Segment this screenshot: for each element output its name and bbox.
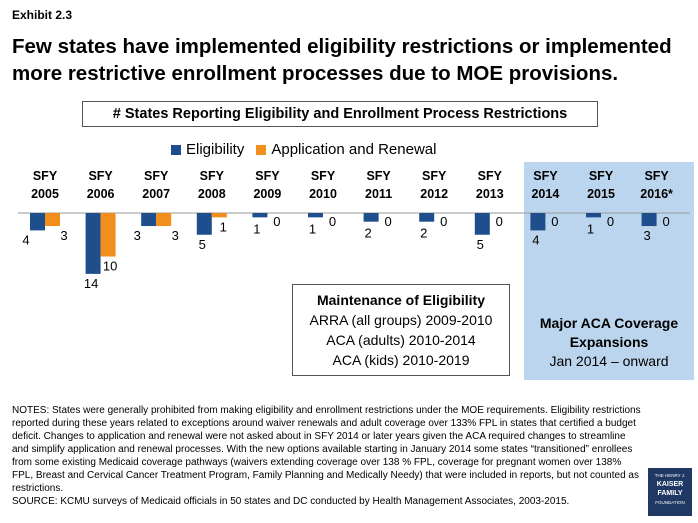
kff-logo: THE HENRY J. KAISER FAMILY FOUNDATION bbox=[648, 468, 692, 516]
category-label-sfy: SFY bbox=[644, 169, 669, 183]
data-label-application-renewal: 0 bbox=[384, 214, 391, 229]
logo-line-0: THE HENRY J. bbox=[654, 473, 686, 478]
category-label-year: 2007 bbox=[142, 187, 170, 201]
notes-text: NOTES: States were generally prohibited … bbox=[12, 405, 641, 494]
bar-eligibility bbox=[30, 213, 45, 231]
category-label-sfy: SFY bbox=[88, 169, 113, 183]
data-label-application-renewal: 0 bbox=[551, 214, 558, 229]
legend-item-eligibility: Eligibility bbox=[171, 141, 244, 158]
chart-title: # States Reporting Eligibility and Enrol… bbox=[82, 101, 598, 127]
data-label-eligibility: 14 bbox=[84, 276, 98, 291]
aca-box: Major ACA Coverage Expansions Jan 2014 –… bbox=[524, 314, 694, 371]
data-label-eligibility: 3 bbox=[643, 228, 650, 243]
category-label-year: 2016* bbox=[640, 187, 673, 201]
data-label-eligibility: 1 bbox=[253, 221, 260, 236]
data-label-eligibility: 3 bbox=[134, 228, 141, 243]
data-label-eligibility: 2 bbox=[364, 226, 371, 241]
headline: Few states have implemented eligibility … bbox=[12, 33, 692, 87]
exhibit-label: Exhibit 2.3 bbox=[12, 8, 73, 22]
category-label-sfy: SFY bbox=[144, 169, 169, 183]
data-label-eligibility: 1 bbox=[587, 221, 594, 236]
bar-eligibility bbox=[586, 213, 601, 218]
aca-title-line-1: Major ACA Coverage bbox=[539, 315, 679, 331]
category-label-sfy: SFY bbox=[478, 169, 503, 183]
category-label-year: 2013 bbox=[476, 187, 504, 201]
moe-line-3: ACA (kids) 2010-2019 bbox=[332, 352, 470, 368]
moe-line-2: ACA (adults) 2010-2014 bbox=[326, 332, 476, 348]
category-label-year: 2005 bbox=[31, 187, 59, 201]
moe-title: Maintenance of Eligibility bbox=[316, 292, 486, 308]
bar-eligibility bbox=[196, 213, 212, 235]
data-label-application-renewal: 1 bbox=[220, 219, 227, 234]
data-label-application-renewal: 3 bbox=[172, 228, 179, 243]
data-label-eligibility: 4 bbox=[22, 232, 29, 247]
category-label-sfy: SFY bbox=[533, 169, 558, 183]
data-label-eligibility: 4 bbox=[532, 232, 539, 247]
data-label-eligibility: 2 bbox=[420, 226, 427, 241]
bar-application-renewal bbox=[100, 213, 116, 257]
category-label-sfy: SFY bbox=[311, 169, 336, 183]
bar-eligibility bbox=[363, 213, 379, 222]
category-label-year: 2014 bbox=[531, 187, 559, 201]
bar-application-renewal bbox=[211, 213, 227, 218]
legend-item-application: Application and Renewal bbox=[256, 141, 436, 158]
bar-eligibility bbox=[308, 213, 323, 218]
category-label-sfy: SFY bbox=[33, 169, 58, 183]
aca-subtitle: Jan 2014 – onward bbox=[549, 353, 669, 369]
bar-eligibility bbox=[85, 213, 101, 274]
category-label-year: 2010 bbox=[309, 187, 337, 201]
bar-eligibility bbox=[641, 213, 657, 227]
bar-eligibility bbox=[252, 213, 268, 218]
data-label-application-renewal: 3 bbox=[60, 228, 67, 243]
logo-line-2: FAMILY bbox=[657, 490, 683, 497]
data-label-application-renewal: 0 bbox=[607, 214, 614, 229]
category-label-sfy: SFY bbox=[589, 169, 614, 183]
data-label-application-renewal: 0 bbox=[273, 214, 280, 229]
data-label-application-renewal: 10 bbox=[103, 259, 117, 274]
bar-eligibility bbox=[419, 213, 435, 222]
data-label-eligibility: 1 bbox=[309, 221, 316, 236]
bar-eligibility bbox=[474, 213, 490, 235]
source-text: SOURCE: KCMU surveys of Medicaid officia… bbox=[12, 496, 570, 507]
logo-line-3: FOUNDATION bbox=[655, 500, 685, 505]
legend-label-eligibility: Eligibility bbox=[186, 141, 245, 158]
legend-swatch-application bbox=[256, 144, 267, 155]
aca-title-line-2: Expansions bbox=[569, 334, 649, 350]
category-label-year: 2006 bbox=[87, 187, 115, 201]
bar-eligibility bbox=[530, 213, 546, 231]
moe-line-1: ARRA (all groups) 2009-2010 bbox=[309, 312, 493, 328]
legend-label-application: Application and Renewal bbox=[271, 141, 437, 158]
moe-box: Maintenance of Eligibility ARRA (all gro… bbox=[292, 284, 510, 376]
data-label-application-renewal: 0 bbox=[662, 214, 669, 229]
data-label-eligibility: 5 bbox=[199, 237, 206, 252]
category-label-year: 2009 bbox=[253, 187, 281, 201]
notes: NOTES: States were generally prohibited … bbox=[12, 404, 642, 508]
bar-eligibility bbox=[141, 213, 157, 227]
data-label-eligibility: 5 bbox=[477, 237, 484, 252]
headline-line-1: Few states have implemented eligibility … bbox=[12, 35, 672, 58]
category-label-sfy: SFY bbox=[366, 169, 391, 183]
category-label-sfy: SFY bbox=[422, 169, 447, 183]
category-label-year: 2012 bbox=[420, 187, 448, 201]
category-label-year: 2011 bbox=[365, 187, 392, 201]
legend-swatch-eligibility bbox=[171, 144, 181, 155]
bar-application-renewal bbox=[156, 213, 172, 227]
category-label-year: 2008 bbox=[198, 187, 226, 201]
category-label-sfy: SFY bbox=[200, 169, 225, 183]
data-label-application-renewal: 0 bbox=[440, 214, 447, 229]
category-label-year: 2015 bbox=[587, 187, 615, 201]
data-label-application-renewal: 0 bbox=[496, 214, 503, 229]
bar-application-renewal bbox=[45, 213, 60, 227]
aca-expansion-highlight bbox=[524, 162, 694, 380]
category-label-sfy: SFY bbox=[255, 169, 280, 183]
headline-line-2: more restrictive enrollment processes du… bbox=[12, 62, 619, 85]
data-label-application-renewal: 0 bbox=[329, 214, 336, 229]
legend: Eligibility Application and Renewal bbox=[171, 141, 448, 158]
logo-line-1: KAISER bbox=[656, 481, 684, 488]
